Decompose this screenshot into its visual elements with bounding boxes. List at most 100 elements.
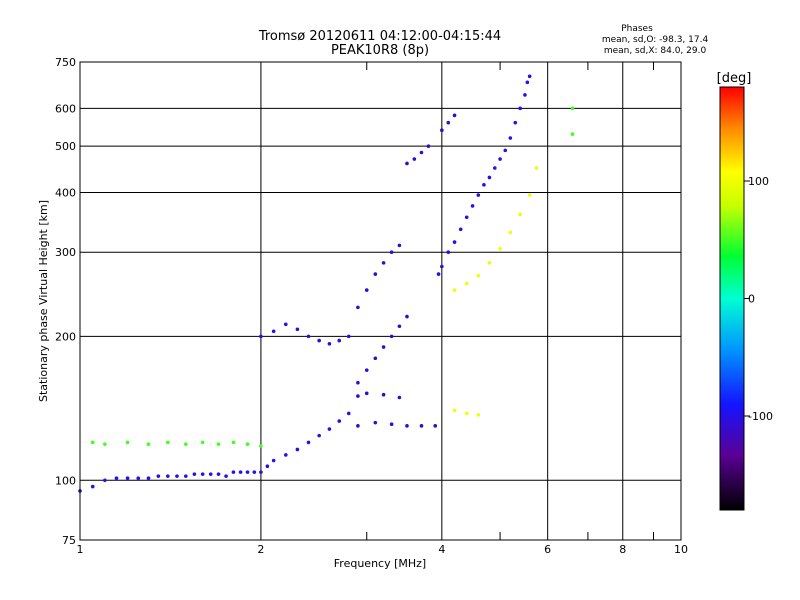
data-point: [283, 453, 288, 457]
data-point: [114, 476, 119, 481]
phase-stats-xmode: mean, sd,X: 84.0, 29.0: [604, 46, 707, 56]
data-point: [508, 136, 513, 140]
data-point: [570, 106, 575, 111]
data-point: [295, 447, 300, 452]
data-point: [295, 327, 300, 332]
phase-stats-heading: Phases: [621, 24, 653, 34]
data-point: [373, 272, 378, 276]
data-point: [252, 470, 257, 474]
data-point: [192, 472, 197, 476]
data-point: [265, 464, 270, 469]
data-point: [508, 230, 513, 235]
plot-frame: [79, 61, 682, 541]
grid-lines: [80, 62, 681, 540]
data-point: [527, 193, 532, 197]
data-point: [446, 120, 451, 125]
data-point: [90, 440, 95, 445]
phase-stats-omode: mean, sd,O: -98.3, 17.4: [602, 35, 709, 45]
data-point: [259, 334, 263, 339]
x-tick-label: 6: [544, 543, 551, 556]
data-point: [306, 440, 311, 445]
colorbar-label: [deg]: [717, 71, 752, 86]
y-tick-label: 200: [55, 330, 76, 343]
data-point: [389, 334, 394, 339]
data-point: [513, 120, 518, 125]
data-point: [476, 273, 481, 278]
data-point: [216, 442, 221, 446]
data-point: [527, 74, 532, 79]
data-point: [476, 193, 481, 197]
data-point: [412, 157, 417, 161]
data-point: [464, 411, 469, 416]
data-point: [364, 288, 369, 292]
data-point: [458, 227, 463, 232]
data-point: [103, 478, 107, 483]
data-point: [317, 338, 321, 343]
data-point: [327, 341, 332, 346]
chart-subtitle: PEAK10R8 (8p): [331, 43, 429, 58]
data-point: [389, 422, 394, 427]
y-tick-label: 750: [55, 56, 76, 69]
data-point: [452, 240, 457, 244]
data-point: [208, 472, 213, 476]
data-point: [440, 128, 444, 132]
data-point: [156, 474, 161, 478]
colorbar-tick-label: 100: [748, 175, 769, 188]
data-point: [184, 474, 188, 478]
data-point: [405, 424, 409, 428]
data-point: [440, 264, 444, 269]
data-point: [200, 472, 205, 476]
data-point: [271, 458, 276, 463]
data-point: [283, 322, 288, 327]
data-point: [364, 368, 369, 372]
data-point: [337, 419, 342, 423]
data-point: [498, 157, 502, 161]
data-point: [259, 470, 263, 474]
data-point: [464, 281, 469, 286]
data-point: [245, 442, 250, 446]
data-point: [452, 288, 457, 292]
x-axis-label: Frequency [MHz]: [334, 557, 426, 570]
data-point: [224, 474, 228, 478]
data-point: [570, 132, 575, 136]
x-tick-label: 8: [619, 543, 626, 556]
data-point: [166, 474, 170, 478]
data-point: [397, 395, 402, 400]
data-point: [381, 392, 386, 397]
data-point: [200, 440, 205, 445]
data-point: [136, 476, 141, 481]
data-point: [470, 204, 475, 208]
x-tick-label: 1: [77, 543, 84, 556]
data-point: [103, 442, 107, 446]
colorbar-tick-label: 0: [748, 293, 755, 306]
y-tick-label: 400: [55, 186, 76, 199]
data-point: [238, 470, 243, 474]
data-point: [426, 144, 431, 148]
y-tick-label: 300: [55, 246, 76, 259]
data-point: [503, 148, 508, 153]
data-point: [90, 484, 95, 489]
data-point: [364, 391, 369, 396]
data-point: [482, 183, 486, 187]
y-axis-label: Stationary phase Virtual Height [km]: [37, 200, 50, 402]
data-point: [166, 440, 170, 445]
x-tick-label: 10: [674, 543, 688, 556]
x-tick-label: 2: [257, 543, 264, 556]
data-point: [356, 380, 360, 385]
data-point: [518, 212, 522, 217]
data-point: [146, 476, 151, 481]
data-point: [405, 161, 409, 166]
data-points: [78, 74, 575, 493]
data-point: [405, 314, 409, 319]
data-point: [356, 394, 360, 398]
data-point: [397, 324, 402, 329]
data-point: [487, 175, 492, 180]
data-point: [175, 474, 179, 478]
data-point: [419, 150, 424, 155]
data-point: [356, 305, 360, 310]
data-point: [259, 444, 263, 448]
data-point: [216, 472, 221, 476]
data-point: [446, 250, 451, 255]
data-point: [464, 215, 469, 220]
